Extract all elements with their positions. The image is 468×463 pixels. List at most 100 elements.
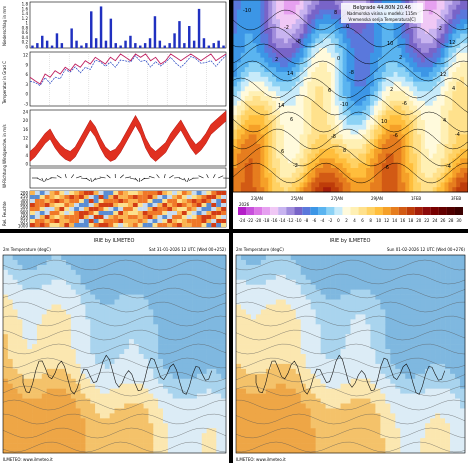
precip-bar [80, 45, 83, 48]
contour-label: 0 [337, 56, 340, 62]
map2-header: IRIE by ILMETEO [330, 238, 371, 244]
map1-header: IRIE by ILMETEO [94, 238, 135, 244]
contour-label: -10 [340, 102, 348, 108]
wind-barb [198, 175, 204, 179]
legend-swatch [310, 207, 319, 215]
ytick-label: 1.6 [22, 6, 29, 11]
dewpoint-line [29, 55, 227, 87]
precip-bar [153, 16, 157, 48]
legend-label: 24 [432, 218, 438, 223]
humidity-chart: Rel. Feuchte 200250300400500600700850925… [2, 191, 227, 229]
ytick-label: 1 [25, 21, 28, 26]
ytick-label: 9 [25, 62, 28, 67]
contour-label: -10 [243, 8, 251, 14]
contour-label: -6 [393, 133, 398, 139]
precip-bar [41, 35, 44, 48]
precip-bar [212, 43, 215, 48]
legend-label: 0 [337, 218, 340, 223]
wind-barb [206, 174, 209, 179]
contour-label: 2 [275, 57, 278, 63]
map1-variable: 2m Temperature (degC) [3, 247, 51, 252]
contour-label: 8 [343, 148, 346, 154]
wind-barb [44, 177, 47, 182]
precip-bar [99, 6, 103, 49]
ytick-label: 16 [23, 127, 29, 132]
legend-swatch [366, 207, 375, 215]
timesection-title: Belgrade 44.80N 20.46 [353, 5, 411, 11]
legend-label: -2 [328, 218, 332, 223]
contour-label: 14 [287, 71, 293, 77]
precip-bar [202, 38, 206, 48]
precip-bar [70, 28, 73, 48]
timesection-year: 2026 [239, 202, 250, 207]
map1-footer: ILMETEO: www.ilmeteo.it [3, 457, 53, 462]
legend-label: 12 [384, 218, 390, 223]
wind-ylabel: Windgeschw. in m/s [2, 124, 7, 164]
ytick-label: 200 [20, 191, 28, 196]
contour-label: 10 [387, 41, 393, 47]
legend-swatch [382, 207, 391, 215]
legend-label: -4 [320, 218, 324, 223]
precip-bar [143, 43, 147, 48]
legend-label: -16 [271, 218, 278, 223]
precip-bar [148, 38, 152, 48]
meteogram-panel: Niederschlag in mm 1.8 1.6 1.4 1.2 1 0.8 0.6 0.… [0, 0, 229, 229]
precip-bar [158, 40, 162, 48]
legend-label: 30 [456, 218, 462, 223]
wind-barb [178, 177, 185, 181]
ytick-label: 4 [25, 153, 28, 158]
map2-temperature-field [235, 255, 466, 454]
legend-swatch [254, 207, 263, 215]
ytick-label: 1.2 [22, 16, 29, 21]
ytick-label: 925 [20, 220, 28, 225]
legend-label: 10 [376, 218, 382, 223]
legend-swatch [294, 207, 303, 215]
temperature-legend: -24 -22 -20 -18 -16 -14 -12 -10 -8 -6 -4 -2 0 2 4 6 8 10 1… [238, 207, 463, 223]
wind-barb [41, 177, 44, 182]
ytick-label: 1.4 [22, 11, 29, 16]
ytick-label: 20 [23, 118, 29, 123]
contour-label: -8 [349, 70, 354, 76]
legend-label: 2 [345, 218, 348, 223]
ytick-label: 500 [20, 205, 28, 210]
wind-direction-chart: W-Richtung [2, 165, 229, 189]
contour-labels: -10 -8 -8 -6 -4 -2 0 2 4 6 8 10 12 14 -10 -6 -4 -2 0 2 4 6 8 10… [243, 8, 460, 171]
timesection-svg: -10-8-8-6-4-202468101214-10-6-4-20246810… [233, 0, 468, 229]
x-tick-label: 23JAN [251, 196, 263, 201]
ytick-label: 250 [20, 194, 28, 199]
contour-label: 8 [334, 10, 337, 16]
contour-label: -6 [402, 101, 407, 107]
wind-barb [213, 174, 216, 179]
legend-label: 8 [369, 218, 372, 223]
precip-ylabel: Niederschlag in mm [2, 6, 7, 46]
ytick-label: 0.2 [22, 40, 29, 45]
legend-swatch [422, 207, 431, 215]
contour-label: -4 [446, 164, 451, 170]
direction-ylabel: W-Richtung [2, 165, 7, 189]
precip-bar [129, 35, 132, 48]
timesection-subtitle: Nadmorska visina u modelu: 115m [347, 11, 417, 16]
wind-barb [183, 177, 187, 182]
wind-barb [119, 174, 124, 179]
precip-bar [168, 43, 171, 48]
legend-swatch [262, 207, 271, 215]
legend-swatch [438, 207, 447, 215]
ytick-label: 6 [25, 72, 28, 77]
legend-label: -20 [255, 218, 262, 223]
legend-swatch [326, 207, 335, 215]
timesection-panel: -10-8-8-6-4-202468101214-10-6-4-20246810… [233, 0, 468, 229]
legend-swatch [278, 207, 287, 215]
contour-label: 12 [449, 40, 455, 46]
wind-barb [187, 177, 190, 182]
ytick-label: 0 [25, 162, 28, 167]
wind-chart: Windgeschw. in m/s 24 20 16 12 8 4 0 [2, 110, 227, 167]
legend-label: -18 [263, 218, 270, 223]
map-panel-1: IRIE by ILMETEO 2m Temperature (degC) Sa… [0, 233, 229, 463]
wind-barb [64, 173, 67, 179]
x-tick-label: 27JAN [331, 196, 343, 201]
legend-swatch [390, 207, 399, 215]
precip-bar [119, 45, 122, 48]
legend-label: 28 [448, 218, 454, 223]
legend-label: -14 [279, 218, 286, 223]
ytick-label: -3 [24, 102, 28, 107]
